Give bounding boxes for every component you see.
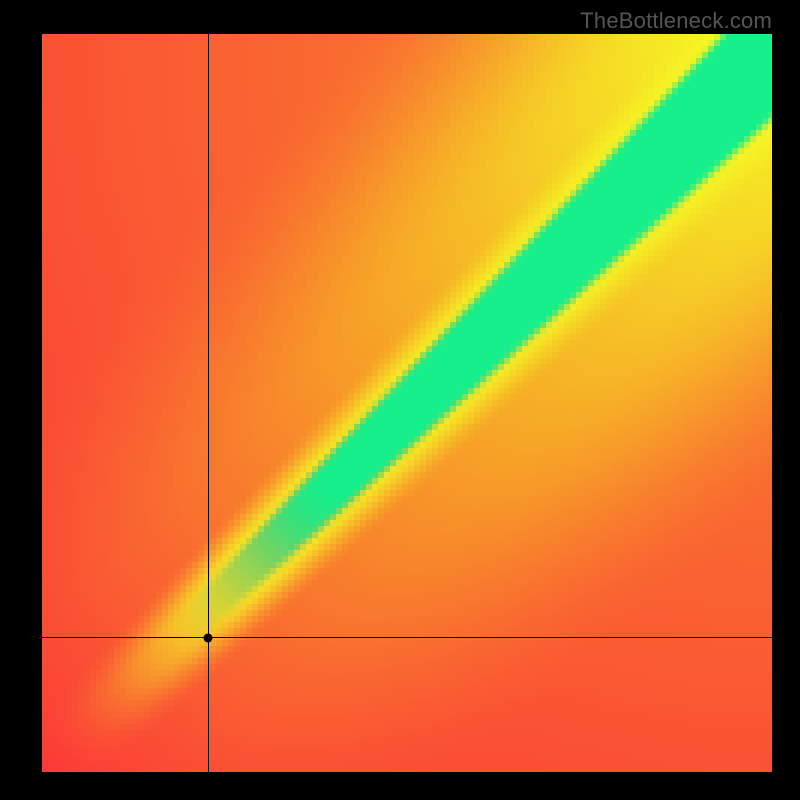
crosshair-vertical <box>208 34 209 772</box>
heatmap-canvas <box>42 34 772 772</box>
crosshair-marker <box>204 633 213 642</box>
watermark-text: TheBottleneck.com <box>580 8 772 34</box>
heatmap-plot <box>42 34 772 772</box>
page-root: TheBottleneck.com <box>0 0 800 800</box>
crosshair-horizontal <box>42 637 772 638</box>
